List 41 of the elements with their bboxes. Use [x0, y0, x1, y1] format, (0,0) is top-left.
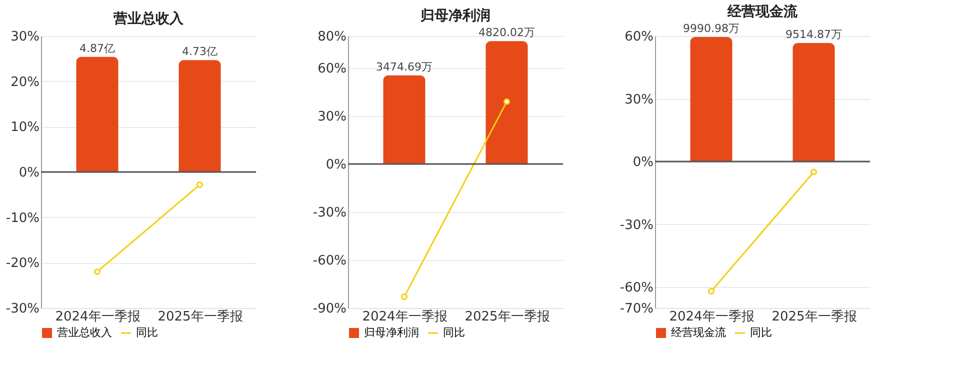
legend-label: 同比 — [136, 326, 158, 339]
y-tick-label: -10% — [6, 210, 40, 226]
y-tick-label: 30% — [624, 92, 654, 108]
data-label: 4820.02万 — [478, 26, 535, 40]
legend-label: 归母净利润 — [364, 326, 419, 339]
x-tick-label: 2025年一季报 — [772, 310, 857, 324]
data-label: 4.87亿 — [80, 42, 115, 55]
legend-label: 营业总收入 — [57, 326, 112, 339]
chart-title: 营业总收入 — [112, 11, 184, 27]
y-tick-label: 20% — [10, 74, 40, 90]
y-tick-label: -30% — [6, 302, 40, 316]
legend-label: 同比 — [750, 326, 772, 339]
y-tick-label: -60% — [620, 280, 654, 296]
y-tick-label: -70% — [620, 302, 654, 316]
data-label: 4.73亿 — [182, 45, 218, 58]
data-label: 9990.98万 — [683, 22, 740, 36]
legend-label: 经营现金流 — [671, 326, 726, 339]
y-tick-label: -30% — [312, 206, 346, 220]
x-tick-label: 2024年一季报 — [669, 310, 754, 324]
y-tick-label: -30% — [620, 218, 654, 233]
data-label: 9514.87万 — [786, 28, 842, 41]
y-tick-label: 60% — [624, 30, 654, 44]
y-tick-label: 60% — [318, 62, 346, 76]
y-tick-label: -20% — [6, 256, 40, 272]
y-tick-label: 80% — [318, 30, 346, 44]
y-tick-label: 10% — [10, 120, 40, 136]
x-tick-label: 2024年一季报 — [362, 310, 448, 324]
y-tick-label: -60% — [312, 254, 346, 268]
chart-title: 归母净利润 — [420, 7, 490, 24]
chart-title: 经营现金流 — [726, 3, 798, 20]
y-tick-label: -90% — [312, 302, 346, 316]
y-tick-label: 30% — [10, 30, 40, 44]
x-tick-label: 2024年一季报 — [55, 310, 140, 324]
y-tick-label: 30% — [318, 110, 346, 124]
data-label: 3474.69万 — [376, 60, 432, 74]
legend-label: 同比 — [443, 326, 465, 339]
y-tick-label: 0% — [326, 158, 346, 172]
x-tick-label: 2025年一季报 — [464, 310, 550, 324]
y-tick-label: 0% — [18, 166, 40, 180]
x-tick-label: 2025年一季报 — [158, 310, 243, 324]
y-tick-label: 0% — [632, 155, 654, 170]
